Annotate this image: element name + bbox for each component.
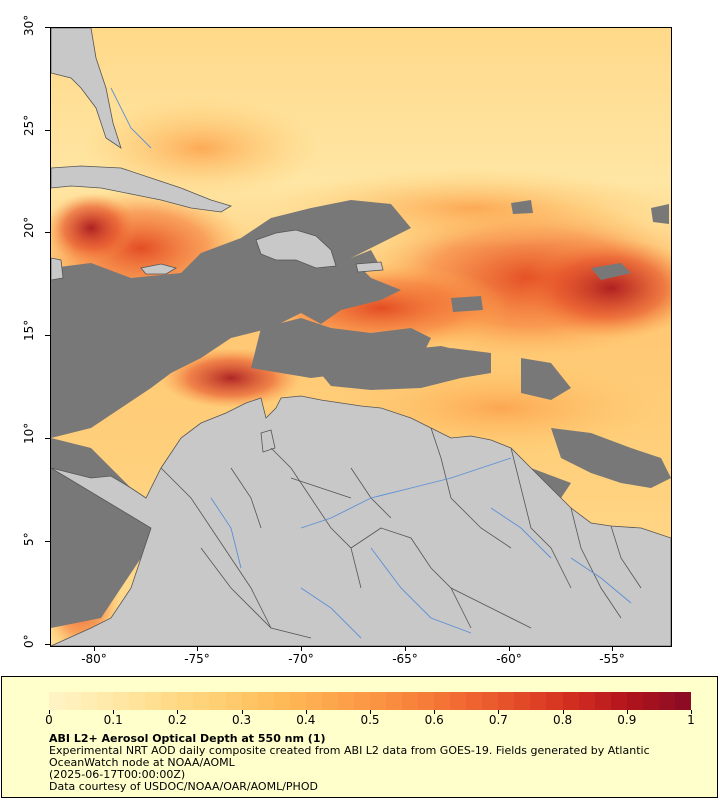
colorbar-swatch [498, 692, 515, 710]
colorbar-tick-label: 0.6 [424, 713, 444, 727]
colorbar-swatch [241, 692, 258, 710]
colorbar-tick-mark [49, 710, 50, 714]
colorbar-tick-label: 0.9 [617, 713, 637, 727]
colorbar-tick-mark [241, 710, 243, 714]
colorbar-swatch [81, 692, 98, 710]
lon-tick-label: -80° [81, 652, 107, 666]
lat-tick-label: 10° [22, 422, 36, 444]
colorbar-tick-mark [177, 710, 179, 714]
lat-tick-label: 0° [22, 634, 36, 648]
colorbar-swatch [482, 692, 499, 710]
colorbar-tick-label: 0.4 [296, 713, 316, 727]
lat-tick-label: 30° [22, 14, 36, 36]
rivers [110, 87, 632, 639]
colorbar-swatch [369, 692, 386, 710]
colorbar [49, 692, 691, 710]
lon-tick-label: -60° [496, 652, 522, 666]
colorbar-tick-label: 0 [45, 713, 53, 727]
colorbar-swatch [177, 692, 194, 710]
colorbar-swatch [402, 692, 419, 710]
colorbar-swatch [450, 692, 467, 710]
colorbar-swatch [514, 692, 531, 710]
lon-tick-label: -55° [599, 652, 625, 666]
aod-map [51, 28, 671, 646]
colorbar-swatch [321, 692, 338, 710]
legend-line: OceanWatch node at NOAA/AOML [49, 756, 235, 769]
colorbar-swatch [674, 692, 691, 710]
legend-panel: 0 0.1 0.2 0.3 0.4 0.5 0.6 0.7 0.8 0.9 1 ABI L2+ Ae… [1, 676, 718, 798]
country-borders [160, 427, 642, 639]
colorbar-tick-mark [498, 710, 500, 714]
colorbar-tick-mark [305, 710, 307, 714]
colorbar-tick-mark [113, 710, 115, 714]
colorbar-swatch [337, 692, 354, 710]
lon-tick-label: -70° [288, 652, 314, 666]
lon-tick-label: -65° [392, 652, 418, 666]
colorbar-swatch [273, 692, 290, 710]
colorbar-swatch [626, 692, 643, 710]
map-area [50, 27, 672, 647]
colorbar-swatch [530, 692, 547, 710]
legend-credit: Data courtesy of USDOC/NOAA/OAR/AOML/PHO… [49, 780, 318, 793]
colorbar-swatch [49, 692, 66, 710]
colorbar-tick-label: 0.5 [360, 713, 380, 727]
colorbar-swatch [145, 692, 162, 710]
colorbar-swatch [562, 692, 579, 710]
colorbar-tick-label: 1 [687, 713, 695, 727]
colorbar-swatch [65, 692, 82, 710]
colorbar-swatch [546, 692, 563, 710]
colorbar-tick-label: 0.1 [103, 713, 123, 727]
colorbar-swatch [305, 692, 322, 710]
legend-title: ABI L2+ Aerosol Optical Depth at 550 nm … [49, 732, 326, 745]
colorbar-swatch [161, 692, 178, 710]
colorbar-swatch [113, 692, 130, 710]
lat-tick-label: 5° [22, 532, 36, 546]
colorbar-tick-mark [626, 710, 628, 714]
colorbar-swatch [97, 692, 114, 710]
colorbar-swatch [289, 692, 306, 710]
colorbar-swatch [418, 692, 435, 710]
colorbar-swatch [209, 692, 226, 710]
legend-description: ABI L2+ Aerosol Optical Depth at 550 nm … [49, 733, 709, 793]
colorbar-tick-label: 0.2 [167, 713, 187, 727]
land-masses [51, 28, 671, 646]
colorbar-tick-label: 0.3 [232, 713, 252, 727]
colorbar-swatch [225, 692, 242, 710]
colorbar-swatch [193, 692, 210, 710]
colorbar-swatch [434, 692, 451, 710]
colorbar-swatch [594, 692, 611, 710]
lat-tick-label: 25° [22, 114, 36, 136]
colorbar-swatch [610, 692, 627, 710]
colorbar-swatch [658, 692, 675, 710]
legend-line: Experimental NRT AOD daily composite cre… [49, 744, 650, 757]
colorbar-swatch [129, 692, 146, 710]
colorbar-swatch [385, 692, 403, 710]
colorbar-swatch [466, 692, 483, 710]
colorbar-tick-mark [691, 710, 692, 714]
colorbar-tick-mark [370, 710, 371, 714]
legend-date: (2025-06-17T00:00:00Z) [49, 768, 186, 781]
colorbar-tick-mark [434, 710, 436, 714]
colorbar-swatch [257, 692, 274, 710]
colorbar-tick-mark [562, 710, 564, 714]
colorbar-swatch [353, 692, 370, 710]
colorbar-swatch [642, 692, 659, 710]
lat-tick-label: 20° [22, 216, 36, 238]
lon-tick-label: -75° [184, 652, 210, 666]
colorbar-tick-label: 0.7 [488, 713, 508, 727]
colorbar-swatch [578, 692, 595, 710]
lat-tick-label: 15° [22, 319, 36, 341]
colorbar-tick-label: 0.8 [553, 713, 573, 727]
